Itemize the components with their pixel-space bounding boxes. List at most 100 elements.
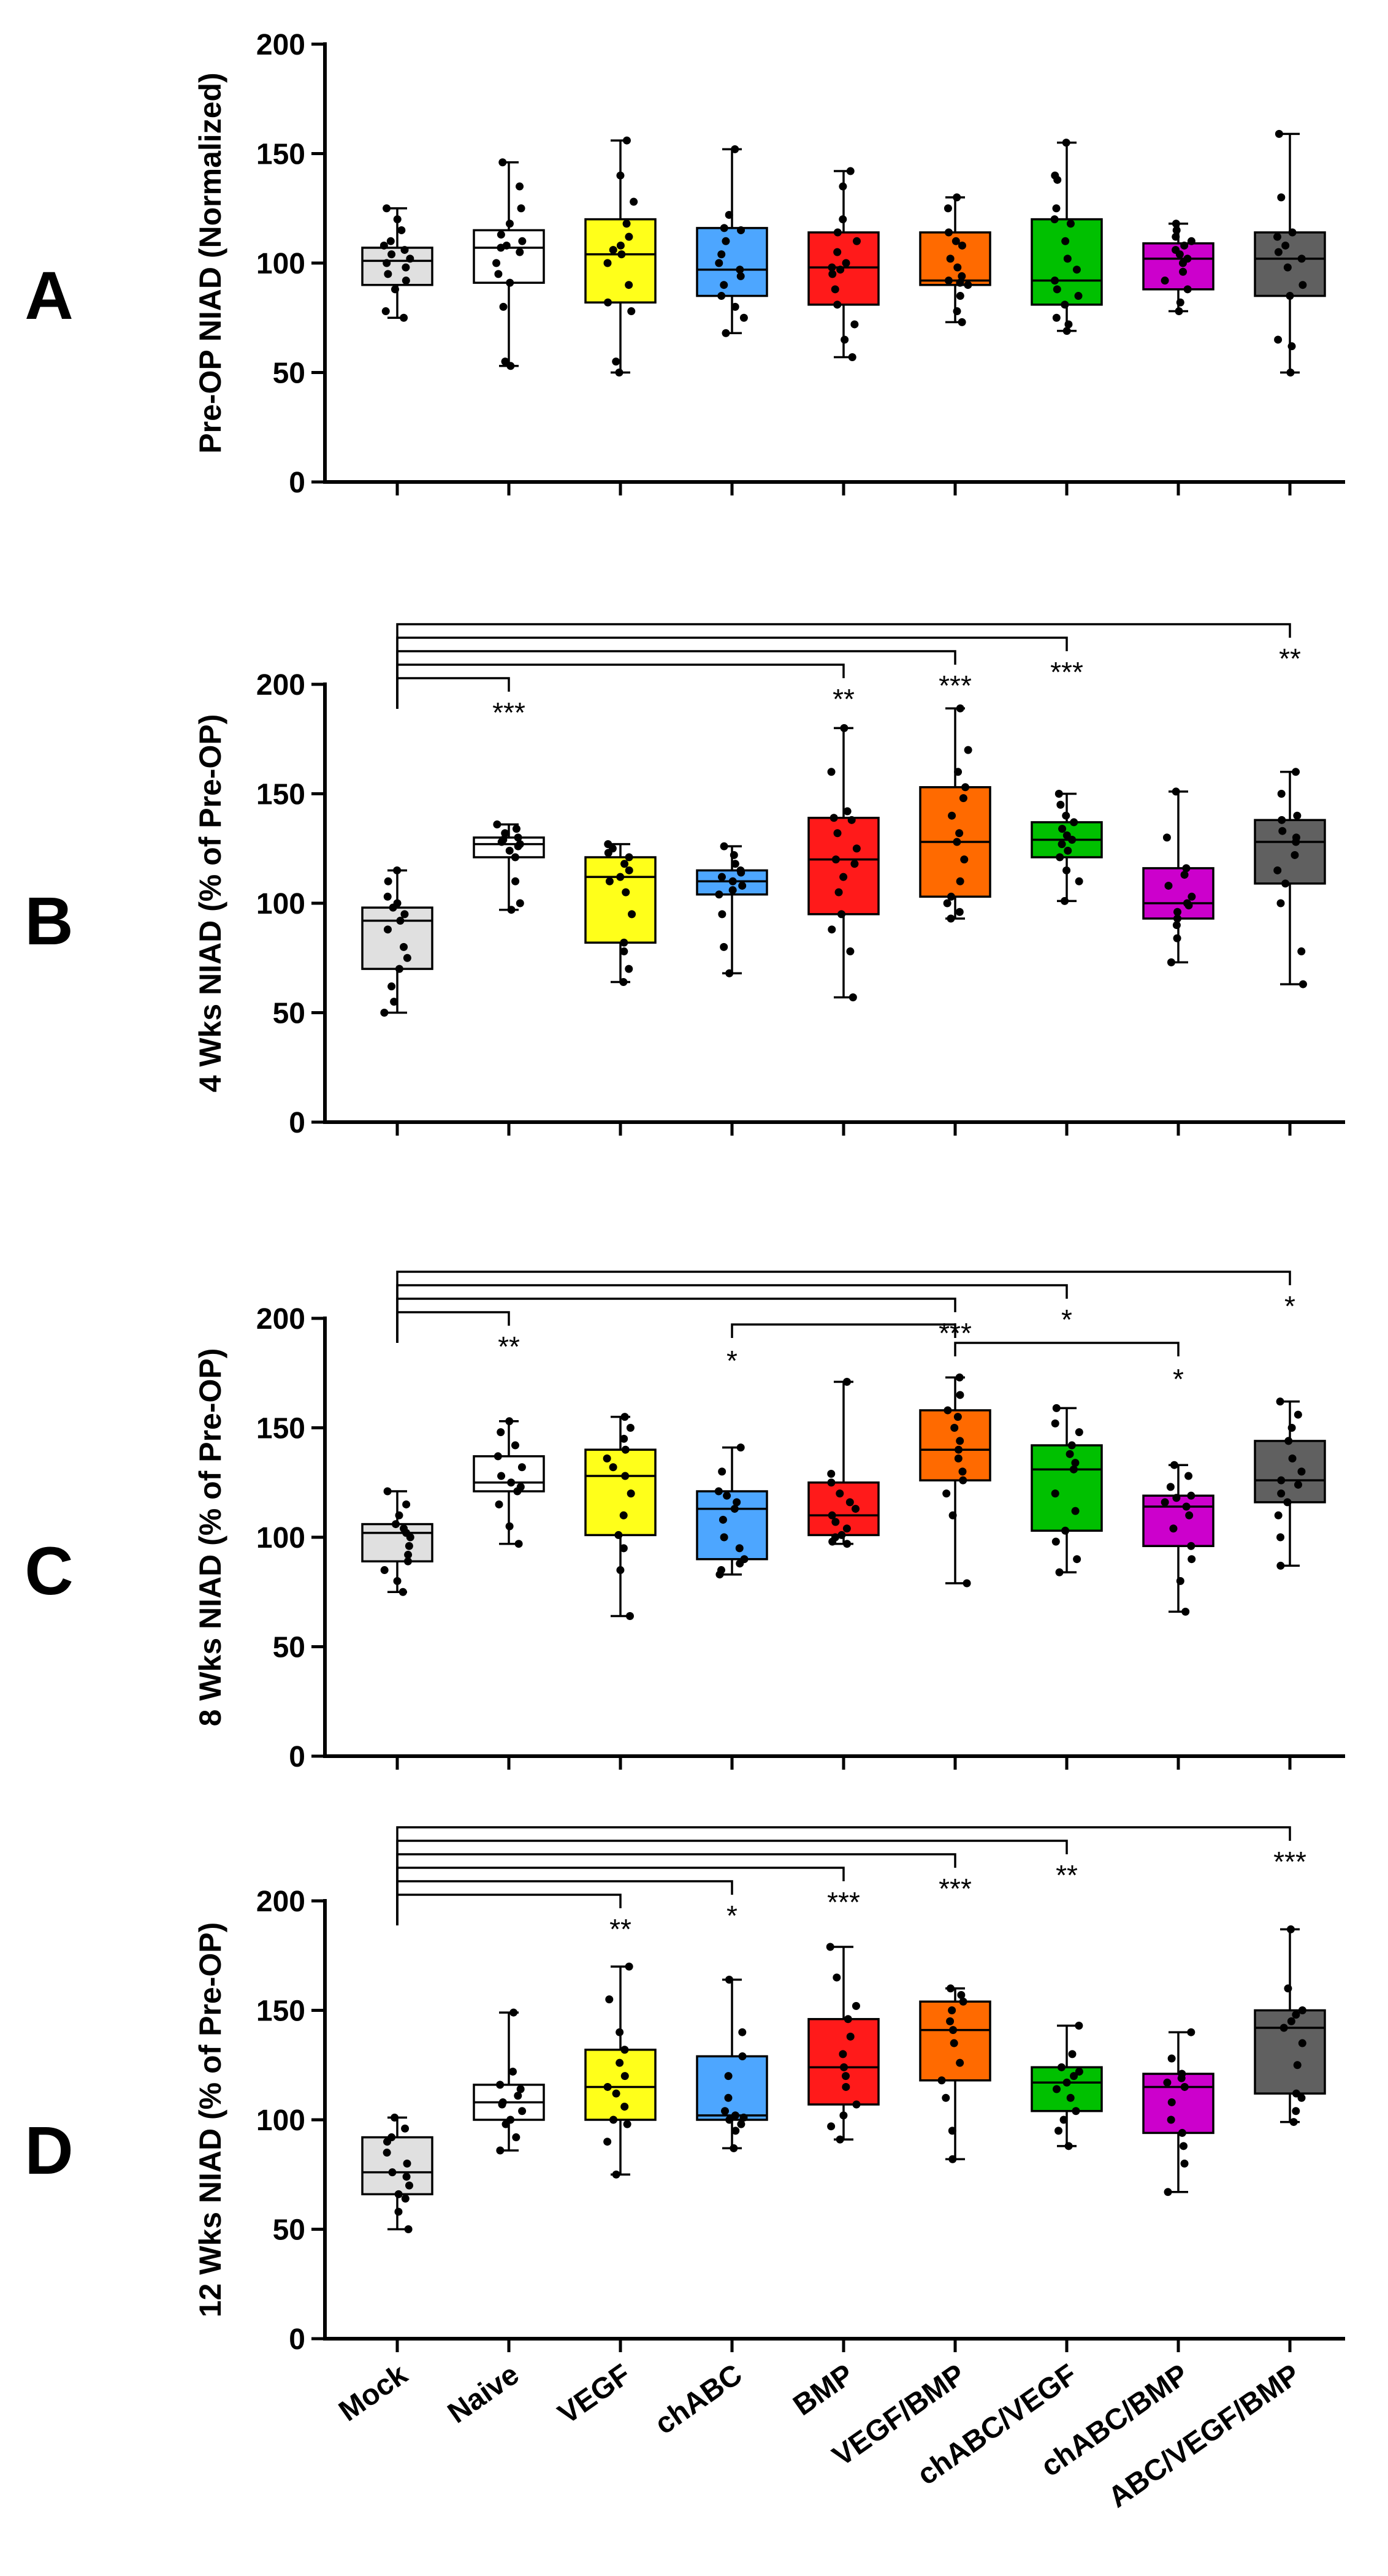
box-iqr — [696, 1490, 768, 1561]
data-point — [1286, 369, 1295, 376]
significance-label: * — [1173, 1363, 1184, 1395]
data-point — [622, 888, 630, 896]
data-point — [1173, 908, 1182, 916]
y-tick-label: 0 — [289, 1741, 305, 1773]
box-iqr — [696, 227, 768, 297]
data-point — [406, 254, 414, 263]
significance-bracket: *** — [396, 650, 972, 709]
data-point — [1294, 1480, 1302, 1489]
data-point — [953, 1413, 962, 1421]
category-label: ABC/VEGF/BMP — [1102, 2358, 1306, 2515]
data-point — [964, 281, 972, 289]
data-point — [723, 1491, 731, 1500]
data-point — [948, 2127, 956, 2135]
data-point — [1278, 827, 1287, 835]
data-point — [1172, 226, 1181, 234]
data-point — [1061, 1526, 1070, 1535]
data-point — [1061, 237, 1070, 245]
data-point — [721, 2107, 730, 2115]
data-point — [950, 2039, 958, 2047]
data-point — [958, 241, 966, 250]
data-point — [1278, 816, 1286, 824]
data-point — [1298, 281, 1307, 289]
bracket-line — [396, 1894, 622, 1925]
data-point — [728, 886, 737, 895]
data-point — [501, 357, 509, 366]
data-point — [501, 829, 509, 838]
data-point — [1176, 1577, 1184, 1585]
data-point — [619, 1511, 628, 1519]
data-point — [1062, 2078, 1071, 2087]
data-point — [829, 814, 838, 822]
data-point — [628, 910, 636, 919]
y-axis-label: 8 Wks NIAD (% of Pre-OP) — [193, 1348, 227, 1727]
data-point — [944, 204, 952, 213]
data-point — [505, 846, 514, 855]
box-iqr — [807, 817, 880, 915]
data-point — [943, 899, 951, 908]
box-vegf — [584, 136, 657, 376]
data-point — [827, 1478, 836, 1487]
data-point — [840, 724, 848, 732]
data-point — [731, 2111, 739, 2120]
data-point — [725, 210, 733, 219]
data-point — [836, 1489, 844, 1498]
data-point — [1161, 1498, 1169, 1507]
data-point — [516, 899, 524, 908]
data-point — [1274, 248, 1283, 256]
data-point — [609, 1463, 617, 1472]
bracket-line — [731, 1323, 956, 1338]
data-point — [1284, 1984, 1292, 1993]
bracket-line — [396, 623, 1291, 709]
data-point — [1298, 2006, 1306, 2014]
box-iqr — [1031, 1444, 1103, 1532]
data-point — [725, 1976, 733, 1984]
data-point — [498, 2098, 507, 2106]
y-tick-label: 200 — [256, 1886, 305, 1918]
box-iqr — [584, 218, 657, 304]
data-point — [1052, 204, 1061, 213]
data-point — [827, 1469, 836, 1478]
data-point — [380, 1566, 389, 1575]
data-point — [1289, 2118, 1298, 2127]
data-point — [954, 768, 963, 776]
data-point — [950, 1424, 959, 1432]
box-iqr — [1254, 1440, 1326, 1504]
data-point — [497, 1472, 506, 1480]
data-point — [622, 220, 631, 228]
data-point — [1075, 2067, 1083, 2076]
data-point — [826, 1943, 834, 1951]
significance-bracket: ** — [396, 1894, 631, 1945]
data-point — [852, 844, 861, 853]
box-chabc-vegf — [1031, 1404, 1103, 1577]
data-point — [622, 136, 631, 145]
data-point — [1294, 1410, 1302, 1419]
category-label: BMP — [788, 2358, 860, 2423]
data-point — [518, 237, 527, 245]
data-point — [1298, 2039, 1306, 2047]
data-point — [848, 353, 856, 362]
data-point — [387, 2133, 396, 2142]
data-point — [394, 2190, 403, 2198]
data-point — [512, 2133, 520, 2142]
data-point — [1054, 2127, 1063, 2135]
data-point — [1063, 254, 1072, 263]
data-point — [507, 1478, 516, 1487]
data-point — [395, 965, 403, 973]
data-point — [1172, 246, 1180, 254]
data-point — [846, 167, 855, 175]
data-point — [1283, 263, 1292, 272]
data-point — [405, 2181, 414, 2190]
data-point — [955, 829, 964, 838]
data-point — [380, 1009, 389, 1017]
data-point — [620, 2046, 629, 2054]
data-point — [384, 270, 392, 278]
data-point — [391, 2113, 399, 2122]
data-point — [955, 908, 964, 916]
data-point — [494, 1452, 502, 1461]
data-point — [1070, 818, 1078, 827]
data-point — [619, 1544, 628, 1553]
data-point — [1292, 768, 1300, 776]
data-point — [947, 892, 955, 901]
